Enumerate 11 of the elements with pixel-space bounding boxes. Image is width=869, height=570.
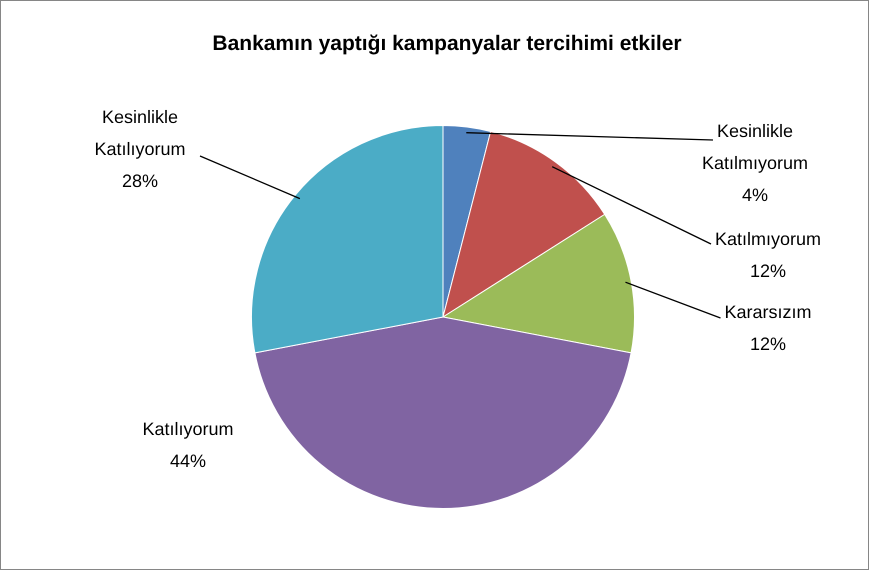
chart-title: Bankamın yaptığı kampanyalar tercihimi etkiler [212, 32, 682, 55]
slice-label: Kararsızım [724, 302, 812, 322]
data-label: 12% [750, 334, 786, 354]
slice-label: Katılıyorum [142, 418, 234, 439]
slice-label: Kesinlikle Katılmıyorum [702, 120, 808, 173]
slice-label: Kesinlikle Katılıyorum [94, 106, 186, 159]
data-label: 12% [750, 260, 786, 281]
slice-label: Katılmıyorum [714, 228, 822, 249]
data-label: 4% [742, 184, 768, 205]
data-label: 44% [170, 450, 206, 471]
data-label: 28% [122, 170, 158, 191]
